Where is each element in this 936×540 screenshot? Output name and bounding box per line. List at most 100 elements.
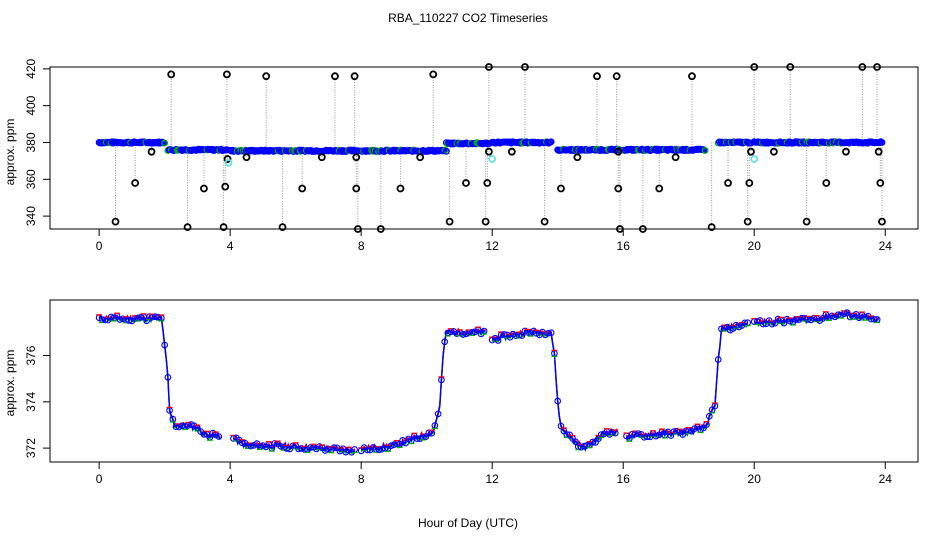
series-point <box>215 433 223 440</box>
spike-point <box>416 153 425 162</box>
spike-point <box>707 223 716 232</box>
series-point <box>557 422 565 430</box>
spike-point <box>876 179 885 187</box>
cyan-point <box>750 155 759 163</box>
series-point <box>554 397 562 405</box>
level-point <box>441 146 449 154</box>
bottom-y-tick-label: 374 <box>24 391 38 411</box>
spike-point <box>878 217 886 226</box>
series-point <box>137 313 145 321</box>
spike-point <box>612 72 621 81</box>
spike-point <box>769 147 778 156</box>
series-point <box>544 329 552 337</box>
spike-point <box>557 184 565 193</box>
top-axes: 0 4 8 12 16 20 24 340 360 380 400 420 <box>24 59 919 253</box>
spike-point <box>167 70 176 79</box>
top-x-tick-label: 12 <box>486 239 500 253</box>
spike-point <box>200 184 208 193</box>
series-point <box>413 435 421 442</box>
spike-point <box>462 179 470 187</box>
spike-point <box>822 179 831 187</box>
level-point <box>442 147 450 155</box>
bottom-x-tick-label: 8 <box>358 472 365 486</box>
series-point <box>125 317 133 324</box>
spike-point <box>219 223 228 232</box>
bottom-x-tick-label: 0 <box>96 472 103 486</box>
spike-point <box>874 147 883 156</box>
bottom-y-tick-label: 376 <box>24 345 38 365</box>
series-point <box>500 331 508 338</box>
top-plot-frame <box>49 66 919 230</box>
series-point <box>164 373 172 381</box>
bottom-panel: 0 4 8 12 16 20 24 372 374 376 approx. ppm <box>3 299 919 486</box>
series-point <box>387 442 395 450</box>
spike-point <box>429 70 438 79</box>
cyan-point <box>224 158 233 167</box>
x-axis-label: Hour of Day (UTC) <box>418 516 518 530</box>
top-y-tick-label: 420 <box>24 59 38 79</box>
bottom-plot-frame <box>49 299 919 463</box>
spike-point <box>485 147 493 156</box>
spike-point <box>655 184 664 193</box>
series-line-red <box>625 320 749 438</box>
series-line-blue <box>98 314 221 440</box>
top-traces <box>115 67 883 229</box>
bottom-x-tick-label: 12 <box>486 472 500 486</box>
spike-point <box>317 153 326 162</box>
series-line-blue <box>491 329 618 452</box>
spike-point <box>350 72 359 81</box>
series-point <box>462 330 470 338</box>
spike-point <box>802 217 811 226</box>
spike-point <box>278 223 287 232</box>
level-point <box>547 138 555 146</box>
top-y-tick-label: 380 <box>24 132 38 152</box>
series-point <box>714 356 722 363</box>
spike-point <box>242 153 251 162</box>
level-point <box>161 139 169 147</box>
spike-point <box>221 182 230 191</box>
spike-point <box>352 184 361 193</box>
series-point <box>834 311 842 319</box>
spike-point <box>614 147 623 156</box>
series-point <box>187 421 195 428</box>
level-point <box>544 138 552 146</box>
top-x-tick-label: 16 <box>617 239 631 253</box>
series-point <box>547 329 555 337</box>
series-point <box>518 332 526 339</box>
bottom-y-tick-label: 372 <box>24 438 38 458</box>
level-point <box>878 139 886 146</box>
top-x-tick-label: 8 <box>358 239 365 253</box>
spike-point <box>396 184 405 193</box>
series-point <box>330 444 338 451</box>
cyan-point <box>488 155 497 163</box>
series-point <box>434 410 442 418</box>
spike-point <box>688 72 696 81</box>
spike-point <box>540 217 549 226</box>
spike-point <box>223 155 232 163</box>
spike-point <box>298 184 307 193</box>
series-line-red <box>360 327 486 451</box>
bottom-y-axis-label: approx. ppm <box>3 350 17 417</box>
spike-point <box>111 217 120 226</box>
bottom-axes: 0 4 8 12 16 20 24 372 374 376 <box>24 299 919 486</box>
spike-point <box>147 147 156 156</box>
spike-point <box>331 72 339 81</box>
series-point <box>119 315 127 323</box>
spike-point <box>183 223 192 232</box>
spike-point <box>745 179 754 187</box>
top-x-tick-label: 4 <box>227 239 234 253</box>
series-point <box>494 337 502 344</box>
series-point <box>155 313 162 321</box>
top-y-tick-label: 360 <box>24 169 38 189</box>
spike-point <box>352 153 361 162</box>
spike-point <box>614 184 623 193</box>
series-point <box>843 309 851 316</box>
bottom-x-tick-label: 4 <box>227 472 234 486</box>
spike-point <box>743 217 752 226</box>
spike-point <box>483 179 492 187</box>
series-line-blue <box>360 328 486 452</box>
series-point <box>634 430 642 437</box>
level-point <box>701 147 709 154</box>
series-point <box>459 331 467 338</box>
